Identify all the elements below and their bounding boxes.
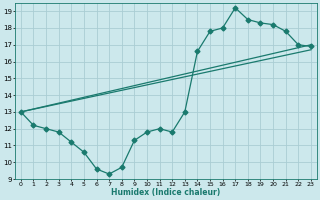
X-axis label: Humidex (Indice chaleur): Humidex (Indice chaleur)	[111, 188, 220, 197]
